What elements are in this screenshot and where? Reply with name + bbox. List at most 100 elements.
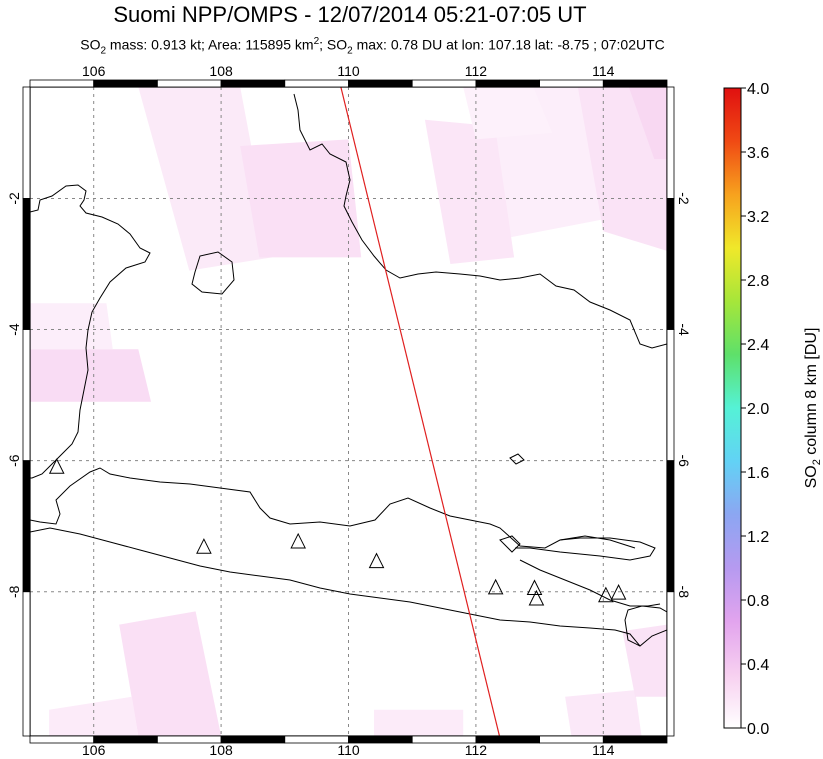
subtitle-so2-mass-sub: 2 — [100, 45, 107, 57]
frame-bar-top-0 — [29, 79, 95, 88]
colorbar-tick-5: 2.0 — [747, 401, 769, 418]
x-tick-top-112: 112 — [465, 63, 488, 79]
colorbar-tick-2: 0.8 — [747, 593, 769, 610]
y-tick-right--4: -4 — [676, 323, 692, 336]
frame-bar-top-1 — [93, 79, 158, 88]
y-tick-labels: -2 -2 -4 -4 -6 -6 -8 -8 — [6, 192, 692, 598]
chart-subtitle: SO2 mass: 0.913 kt; Area: 115895 km2; SO… — [0, 36, 745, 56]
volcano-marker-0 — [48, 458, 65, 474]
frame-bar-top-3 — [220, 79, 286, 88]
x-tick-top-110: 110 — [337, 63, 360, 79]
coastline-sumatra — [30, 184, 151, 479]
frame-bar-left-4 — [22, 591, 31, 737]
axis-frame-bars — [22, 79, 675, 744]
coastline-madura — [515, 537, 656, 561]
colorbar-tick-6: 2.4 — [747, 337, 769, 354]
x-tick-top-108: 108 — [209, 63, 233, 79]
frame-bar-bottom-9 — [602, 735, 668, 744]
frame-bar-top-8 — [539, 79, 604, 88]
x-tick-bottom-108: 108 — [209, 742, 233, 758]
y-tick-right--6: -6 — [676, 454, 692, 467]
volcano-marker-6 — [528, 589, 545, 606]
colorbar-tick-7: 2.8 — [747, 273, 769, 290]
frame-bar-top-5 — [348, 79, 413, 88]
y-tick-left--2: -2 — [6, 192, 22, 205]
volcano-markers — [48, 458, 627, 606]
volcano-marker-7 — [598, 586, 614, 603]
y-tick-left--6: -6 — [6, 454, 22, 467]
frame-bar-right-2 — [666, 329, 675, 462]
coastline-karimunjawa — [509, 453, 525, 465]
x-tick-top-114: 114 — [592, 63, 615, 79]
coastline-java-south — [30, 527, 641, 647]
so2-swath-1 — [240, 139, 362, 258]
volcano-marker-8 — [610, 583, 627, 600]
frame-bar-top-6 — [411, 79, 477, 88]
frame-bar-left-2 — [22, 329, 31, 462]
coastline-java-north — [30, 467, 636, 549]
colorbar-tick-4: 1.6 — [747, 465, 769, 482]
x-tick-labels: 106 106 108 108 110 110 112 112 114 114 — [82, 63, 615, 758]
frame-bar-left-0 — [22, 86, 31, 199]
so2-swath-7 — [30, 303, 113, 350]
colorbar-ticks: 0.0 0.4 0.8 1.2 1.6 2.0 2.4 2.8 3.2 3.6 4.0 — [741, 81, 769, 738]
colorbar-label-sub: 2 — [811, 459, 823, 465]
colorbar-tick-0: 0.0 — [747, 721, 769, 738]
y-tick-right--2: -2 — [676, 192, 692, 205]
subtitle-mass-area: mass: 0.913 kt; Area: 115895 km — [106, 36, 314, 53]
volcano-marker-4 — [487, 578, 504, 595]
so2-swath-9 — [49, 696, 139, 736]
volcano-marker-1 — [196, 538, 212, 554]
volcano-marker-3 — [368, 552, 385, 569]
gridlines — [30, 87, 667, 736]
coastline-belitung — [191, 251, 235, 295]
coastlines — [30, 93, 667, 647]
y-tick-right--8: -8 — [676, 586, 692, 599]
colorbar-tick-1: 0.4 — [747, 657, 769, 674]
frame-bar-right-1 — [666, 198, 675, 330]
colorbar — [723, 87, 742, 729]
so2-swath-4 — [628, 87, 667, 160]
x-tick-bottom-114: 114 — [592, 742, 615, 758]
coastline-bali — [624, 605, 667, 647]
frame-bar-right-3 — [666, 460, 675, 593]
so2-swaths — [30, 87, 667, 736]
subtitle-so2-max: max: 0.78 DU at lon: 107.18 lat: -8.75 ;… — [352, 36, 665, 53]
x-tick-bottom-106: 106 — [82, 742, 106, 758]
x-tick-top-106: 106 — [82, 63, 106, 79]
colorbar-label-prefix: SO — [803, 465, 820, 488]
subtitle-so2-max-sub: 2 — [347, 45, 353, 57]
frame-bar-top-2 — [156, 79, 222, 88]
colorbar-label-rest: column 8 km [DU] — [803, 328, 820, 460]
x-tick-bottom-112: 112 — [465, 742, 488, 758]
colorbar-tick-9: 3.6 — [747, 145, 769, 162]
frame-bar-top-7 — [475, 79, 540, 88]
colorbar-tick-3: 1.2 — [747, 529, 769, 546]
colorbar-label: SO2 column 8 km [DU] — [803, 328, 823, 489]
frame-bar-top-4 — [284, 79, 349, 88]
volcano-marker-5 — [526, 579, 543, 595]
so2-swath-12 — [622, 624, 667, 697]
so2-swath-10 — [374, 709, 464, 736]
subtitle-so2-mass: SO — [80, 36, 101, 53]
volcano-marker-2 — [290, 532, 306, 549]
so2-swath-5 — [424, 119, 515, 264]
frame-bar-left-3 — [22, 460, 31, 593]
so2-swath-6 — [30, 349, 151, 402]
y-tick-left--8: -8 — [6, 585, 22, 598]
so2-swath-8 — [119, 611, 222, 736]
y-tick-left--4: -4 — [6, 323, 22, 336]
so2-swath-11 — [565, 690, 642, 736]
coastline-bawean — [499, 535, 521, 553]
chart-title: Suomi NPP/OMPS - 12/07/2014 05:21-07:05 … — [113, 2, 587, 27]
coastline-borneo — [293, 93, 667, 349]
orbit-track-line — [340, 87, 501, 736]
subtitle-area-sup: 2 — [313, 36, 320, 47]
so2-swath-0 — [138, 87, 273, 271]
frame-bar-right-0 — [666, 86, 675, 199]
colorbar-tick-10: 4.0 — [747, 81, 769, 98]
subtitle-so2-max-prefix: ; SO — [319, 36, 348, 53]
colorbar-tick-8: 3.2 — [747, 209, 769, 226]
frame-bar-top-9 — [602, 79, 668, 88]
